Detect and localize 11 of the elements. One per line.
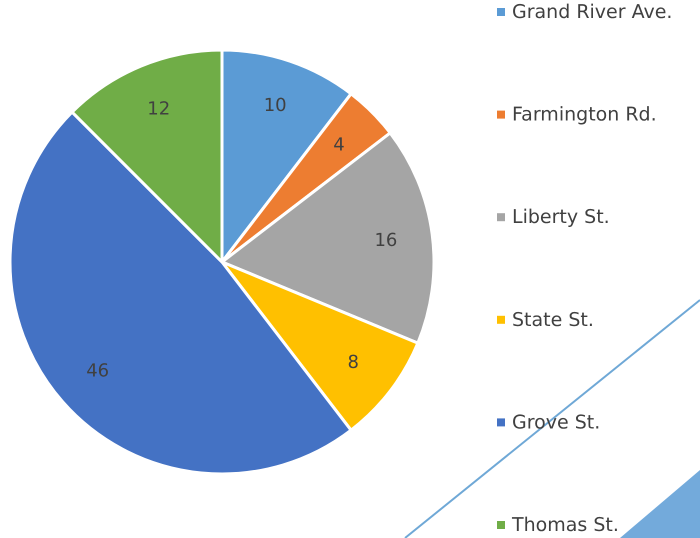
data-label: 12 bbox=[147, 98, 170, 120]
data-label: 10 bbox=[264, 94, 287, 116]
data-label: 16 bbox=[374, 230, 398, 251]
data-label: 8 bbox=[347, 352, 359, 374]
legend-label: Farmington Rd. bbox=[512, 104, 657, 126]
legend-label: Thomas St. bbox=[511, 514, 619, 536]
legend-label: State St. bbox=[512, 308, 594, 331]
data-label: 4 bbox=[333, 134, 345, 156]
legend-label: Grand River Ave. bbox=[512, 1, 672, 23]
data-label: 46 bbox=[86, 360, 110, 382]
legend-label: Liberty St. bbox=[512, 206, 610, 228]
